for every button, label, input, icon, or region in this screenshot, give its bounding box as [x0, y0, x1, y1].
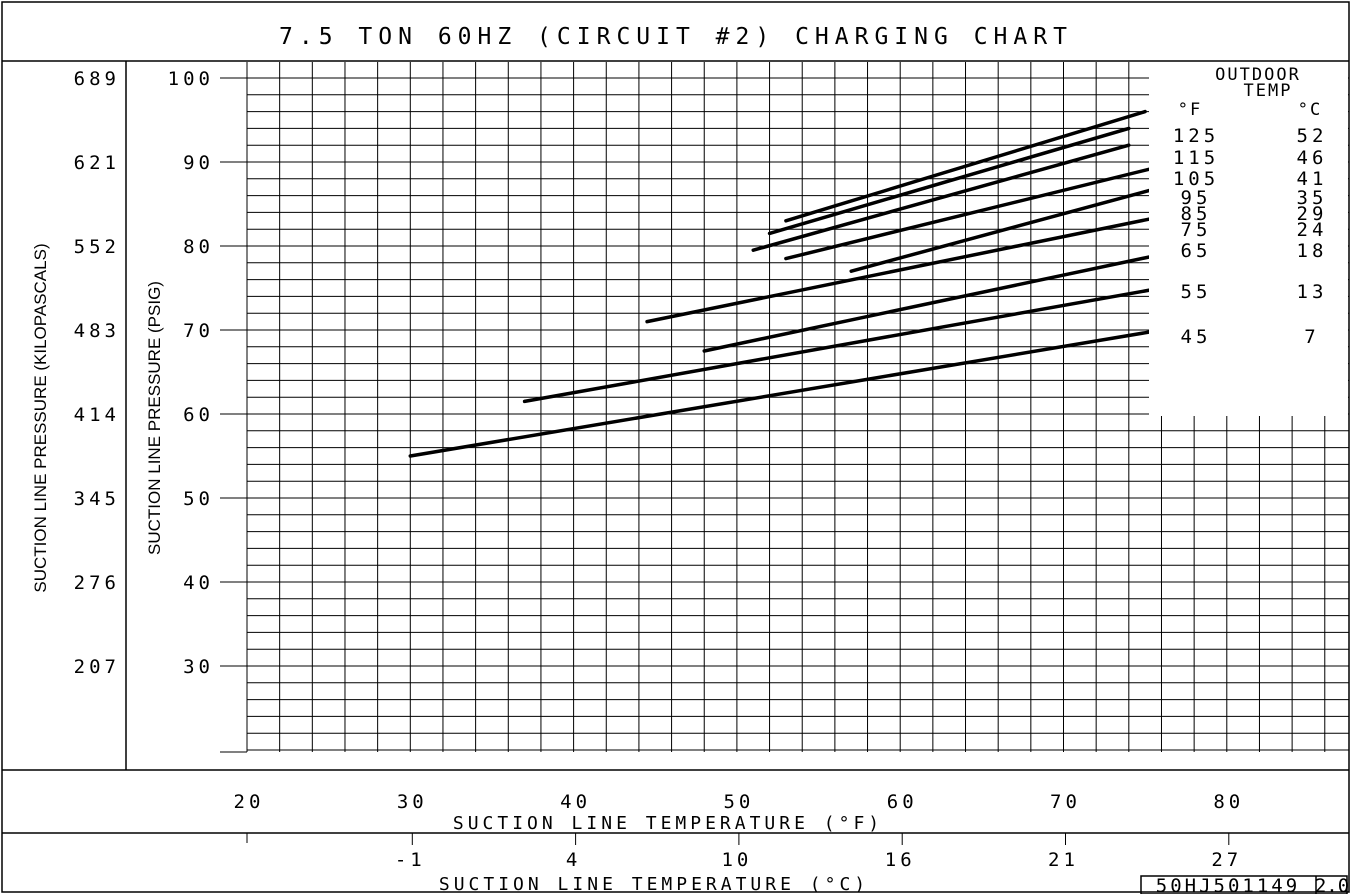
series-line-115: [767, 126, 1131, 236]
drawing-number-box: [1140, 875, 1348, 894]
x-tick-label: 60: [887, 791, 918, 813]
x-axis-title-celsius: SUCTION LINE TEMPERATURE (°C): [439, 874, 869, 894]
revision-number: 2.0: [1315, 875, 1349, 894]
legend-label-celsius: 7: [1304, 326, 1319, 348]
legend-label-celsius: 24: [1297, 219, 1328, 241]
legend-unit-celsius: °C: [1298, 100, 1322, 120]
legend-label-fahrenheit: 115: [1173, 147, 1219, 169]
legend-label-celsius: 18: [1297, 240, 1328, 262]
y-tick-label: 30: [183, 656, 214, 678]
y-kpa-tick-label: 207: [74, 656, 120, 678]
series-line-105: [751, 143, 1131, 252]
y-kpa-tick-labels: 207 276 345 414 483 552 621 689: [74, 68, 120, 678]
x-axis-title-fahrenheit: SUCTION LINE TEMPERATURE (°F): [453, 813, 883, 834]
x-celsius-tick-label: 16: [885, 849, 916, 871]
legend-label-fahrenheit: 45: [1181, 326, 1212, 348]
legend-title-line2: TEMP: [1244, 81, 1293, 101]
legend-label-celsius: 35: [1297, 187, 1328, 209]
series-line-75: [645, 214, 1164, 324]
x-tick-label: 40: [560, 791, 591, 813]
y-kpa-tick-label: 621: [74, 152, 120, 174]
x-celsius-tick-label: 10: [721, 849, 752, 871]
legend-label-celsius: 52: [1297, 125, 1328, 147]
x-celsius-tick-labels: -1 4 10 16 21 27: [246, 833, 1242, 871]
x-celsius-tick-label: 27: [1211, 849, 1242, 871]
x-tick-label: 80: [1213, 791, 1244, 813]
series-line-95: [784, 164, 1164, 261]
y-tick-label: 50: [183, 488, 214, 510]
y-tick-label: 100: [168, 68, 214, 90]
x-tick-label: 70: [1050, 791, 1081, 813]
legend-label-fahrenheit: 75: [1181, 219, 1212, 241]
y-kpa-tick-label: 689: [74, 68, 120, 90]
legend-background: [1149, 62, 1348, 416]
series-line-65: [702, 252, 1164, 353]
legend-unit-fahrenheit: °F: [1178, 100, 1202, 120]
legend-label-fahrenheit: 125: [1173, 125, 1219, 147]
x-tick-label: 20: [234, 791, 265, 813]
series-line-45: [408, 328, 1164, 458]
legend-label-fahrenheit: 85: [1181, 203, 1212, 225]
series-line-55: [522, 286, 1164, 404]
y-kpa-tick-label: 345: [74, 488, 120, 510]
series-line-125: [784, 109, 1147, 223]
y-tick-label: 90: [183, 152, 214, 174]
y-kpa-tick-label: 483: [74, 320, 120, 342]
series-line-85: [849, 185, 1164, 273]
legend-label-celsius: 46: [1297, 147, 1328, 169]
y-kpa-tick-label: 414: [74, 404, 120, 426]
y-tick-label: 60: [183, 404, 214, 426]
y-tick-label: 80: [183, 236, 214, 258]
y-tick-label: 70: [183, 320, 214, 342]
legend-title-line1: OUTDOOR: [1215, 65, 1301, 85]
x-celsius-tick-label: 21: [1048, 849, 1079, 871]
y-axis-title-psig: SUCTION LINE PRESSURE (PSIG): [145, 281, 164, 555]
legend-label-celsius: 41: [1297, 168, 1328, 190]
x-tick-labels: 20 30 40 50 60 70 80: [234, 791, 1244, 813]
y-kpa-tick-label: 276: [74, 572, 120, 594]
legend-label-fahrenheit: 55: [1181, 281, 1212, 303]
legend-label-celsius: 29: [1297, 203, 1328, 225]
legend-label-fahrenheit: 105: [1173, 168, 1219, 190]
drawing-number: 50HJ501149: [1156, 875, 1300, 894]
legend-label-fahrenheit: 95: [1181, 187, 1212, 209]
legend-label-fahrenheit: 65: [1181, 240, 1212, 262]
y-kpa-tick-label: 552: [74, 236, 120, 258]
series-group: [408, 109, 1164, 458]
legend-label-celsius: 13: [1297, 281, 1328, 303]
x-tick-label: 30: [397, 791, 428, 813]
x-tick-label: 50: [723, 791, 754, 813]
y-tick-label: 40: [183, 572, 214, 594]
x-celsius-tick-label: 4: [566, 849, 581, 871]
legend-entries: 125 52 115 46 105 41 95 35 85 29 75 24 65 18 55 13 45 7: [1173, 125, 1328, 348]
chart-title: 7.5 TON 60HZ (CIRCUIT #2) CHARGING CHART: [279, 24, 1073, 50]
y-axis-title-kpa: SUCTION LINE PRESSURE (KILOPASCALS): [31, 243, 50, 592]
x-celsius-tick-label: -1: [395, 849, 426, 871]
y-tick-labels: 30 40 50 60 70 80 90 100: [168, 68, 214, 678]
